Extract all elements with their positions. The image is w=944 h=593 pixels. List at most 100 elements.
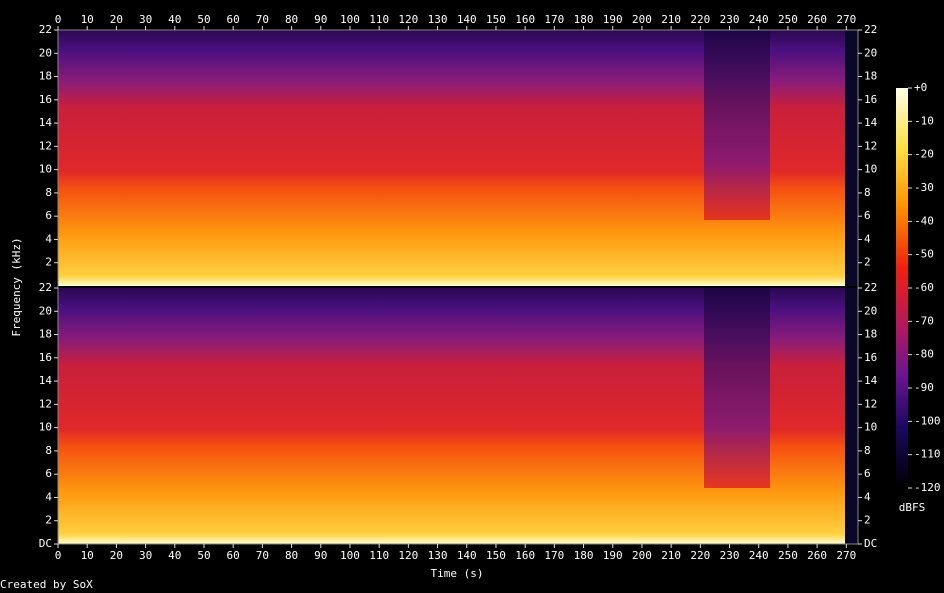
y-tick-label: 10 [39, 163, 52, 176]
y-tick-label: 22 [39, 23, 52, 36]
colorbar-tick-label: -30 [914, 181, 934, 194]
x-tick-label: 110 [369, 549, 389, 562]
y-tick-label: 10 [39, 421, 52, 434]
x-tick-label: 80 [285, 13, 298, 26]
y-tick-label: 8 [864, 444, 871, 457]
x-tick-label: 100 [340, 13, 360, 26]
y-tick-label: 16 [39, 351, 52, 364]
x-tick-label: 250 [778, 549, 798, 562]
dark-region [704, 30, 770, 220]
x-tick-label: 20 [110, 13, 123, 26]
y-tick-label: 20 [864, 46, 877, 59]
y-tick-label: 18 [39, 70, 52, 83]
x-tick-label: 150 [486, 13, 506, 26]
y-tick-label: 8 [45, 186, 52, 199]
colorbar-tick-label: -60 [914, 281, 934, 294]
x-tick-label: 260 [807, 13, 827, 26]
y-tick-label: 14 [864, 374, 878, 387]
y-tick-label: 18 [39, 328, 52, 341]
colorbar-tick-label: -110 [914, 448, 941, 461]
x-tick-label: 130 [428, 549, 448, 562]
colorbar [896, 88, 908, 488]
x-tick-label: 60 [227, 13, 240, 26]
x-tick-label: 200 [632, 549, 652, 562]
x-tick-label: 140 [457, 549, 477, 562]
y-tick-label: 16 [864, 93, 877, 106]
y-tick-label: 12 [39, 139, 52, 152]
y-tick-label: DC [864, 537, 877, 550]
x-tick-label: 90 [314, 549, 327, 562]
x-tick-label: 140 [457, 13, 477, 26]
x-tick-label: 170 [544, 13, 564, 26]
y-tick-label: 4 [45, 232, 52, 245]
y-tick-label: 10 [864, 163, 877, 176]
x-tick-label: 240 [749, 13, 769, 26]
x-tick-label: 30 [139, 549, 152, 562]
x-tick-label: 180 [574, 549, 594, 562]
y-tick-label: 4 [864, 490, 871, 503]
colorbar-tick-label: -120 [914, 481, 941, 494]
colorbar-tick-label: -80 [914, 348, 934, 361]
colorbar-tick-label: -10 [914, 114, 934, 127]
x-tick-label: 240 [749, 549, 769, 562]
colorbar-tick-label: +0 [914, 81, 927, 94]
x-tick-label: 160 [515, 549, 535, 562]
x-tick-label: 110 [369, 13, 389, 26]
x-tick-label: 250 [778, 13, 798, 26]
x-tick-label: 40 [168, 549, 181, 562]
tail [845, 288, 858, 544]
colorbar-tick-label: -90 [914, 381, 934, 394]
y-tick-label: 12 [39, 397, 52, 410]
x-tick-label: 220 [690, 549, 710, 562]
y-tick-label: 2 [864, 514, 871, 527]
dark-region [704, 288, 770, 488]
y-tick-label: 6 [864, 467, 871, 480]
x-tick-label: 70 [256, 13, 269, 26]
x-tick-label: 80 [285, 549, 298, 562]
x-tick-label: 130 [428, 13, 448, 26]
y-tick-label: 4 [45, 490, 52, 503]
y-tick-label: 8 [864, 186, 871, 199]
x-tick-label: 120 [398, 549, 418, 562]
x-tick-label: 230 [720, 549, 740, 562]
x-axis-label: Time (s) [431, 567, 484, 580]
x-tick-label: 170 [544, 549, 564, 562]
y-tick-label: 22 [864, 281, 877, 294]
y-tick-label: 18 [864, 70, 877, 83]
y-tick-label: 10 [864, 421, 877, 434]
colorbar-tick-label: -20 [914, 148, 934, 161]
x-tick-label: 40 [168, 13, 181, 26]
y-tick-label: 14 [864, 116, 878, 129]
x-tick-label: 260 [807, 549, 827, 562]
x-tick-label: 70 [256, 549, 269, 562]
spectrogram-image [57, 29, 859, 545]
y-tick-label: 14 [39, 116, 53, 129]
frame [57, 29, 859, 545]
x-tick-label: 190 [603, 549, 623, 562]
y-tick-label: 6 [45, 467, 52, 480]
x-tick-label: 270 [836, 13, 856, 26]
x-tick-label: 220 [690, 13, 710, 26]
y-tick-label: 2 [45, 256, 52, 269]
x-tick-label: 190 [603, 13, 623, 26]
y-tick-label: 8 [45, 444, 52, 457]
x-tick-label: 30 [139, 13, 152, 26]
colorbar-tick-label: -70 [914, 314, 934, 327]
y-tick-label: 20 [39, 46, 52, 59]
x-tick-label: 200 [632, 13, 652, 26]
x-tick-label: 50 [197, 549, 210, 562]
x-tick-label: 230 [720, 13, 740, 26]
y-tick-label: 20 [39, 304, 52, 317]
credit: Created by SoX [0, 578, 93, 591]
y-tick-label: 16 [864, 351, 877, 364]
x-tick-label: 90 [314, 13, 327, 26]
y-tick-label: 2 [45, 514, 52, 527]
y-tick-label: 18 [864, 328, 877, 341]
x-tick-label: 210 [661, 13, 681, 26]
x-tick-label: 180 [574, 13, 594, 26]
y-tick-label: DC [39, 537, 52, 550]
x-tick-label: 60 [227, 549, 240, 562]
y-tick-label: 12 [864, 139, 877, 152]
